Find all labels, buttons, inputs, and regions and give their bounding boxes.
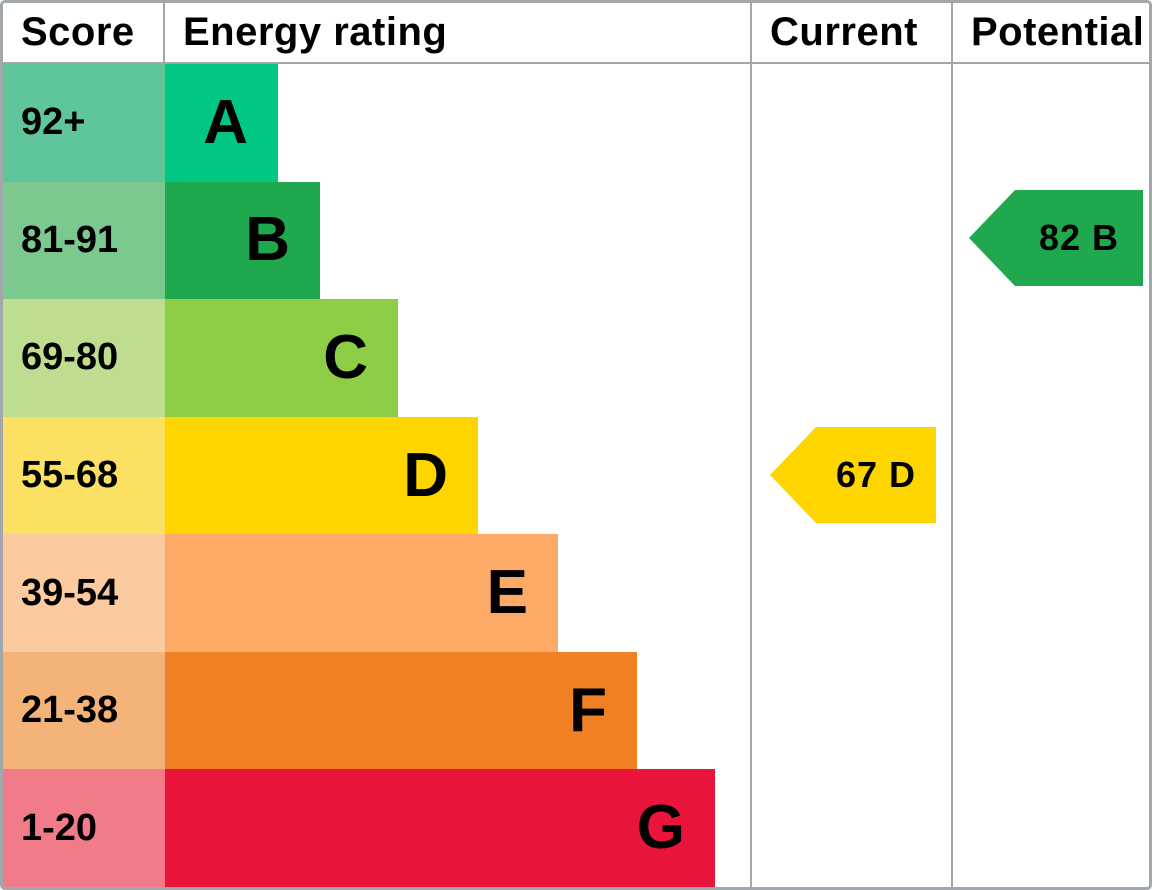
band-bar-d: D bbox=[165, 416, 478, 535]
header-score: Score bbox=[3, 3, 165, 62]
band-row-b: 81-91 B bbox=[3, 181, 1149, 300]
chart-body: 92+ A 81-91 B 69-80 C 55-68 D 39-54 bbox=[3, 64, 1149, 887]
band-letter-g: G bbox=[636, 793, 685, 863]
band-letter-b: B bbox=[245, 205, 290, 275]
current-rating-arrow: 67 D bbox=[770, 427, 936, 523]
band-row-d: 55-68 D bbox=[3, 416, 1149, 535]
score-range-b: 81-91 bbox=[3, 181, 165, 300]
divider-current-column bbox=[750, 64, 752, 887]
band-row-a: 92+ A bbox=[3, 64, 1149, 182]
header-row: Score Energy rating Current Potential bbox=[3, 3, 1149, 64]
left-arrow-shape bbox=[770, 427, 936, 523]
header-potential: Potential bbox=[971, 10, 1145, 54]
band-bar-g: G bbox=[165, 769, 715, 887]
band-bar-b: B bbox=[165, 181, 320, 300]
score-range-c: 69-80 bbox=[3, 299, 165, 417]
header-current: Current bbox=[752, 3, 953, 62]
potential-rating-arrow: 82 B bbox=[969, 190, 1143, 286]
score-range-f: 21-38 bbox=[3, 651, 165, 770]
score-range-d: 55-68 bbox=[3, 416, 165, 535]
band-letter-c: C bbox=[323, 322, 368, 392]
band-row-f: 21-38 F bbox=[3, 651, 1149, 770]
band-letter-f: F bbox=[569, 675, 607, 745]
potential-rating-label: 82 B bbox=[1038, 217, 1120, 258]
score-range-e: 39-54 bbox=[3, 534, 165, 652]
band-letter-e: E bbox=[486, 558, 528, 628]
band-bar-c: C bbox=[165, 299, 398, 417]
band-row-e: 39-54 E bbox=[3, 534, 1149, 652]
header-energy-rating: Energy rating bbox=[165, 3, 752, 62]
score-range-g: 1-20 bbox=[3, 769, 165, 887]
band-letter-a: A bbox=[203, 87, 248, 157]
left-arrow-shape bbox=[969, 190, 1143, 286]
score-range-a: 92+ bbox=[3, 64, 165, 182]
band-bar-a: A bbox=[165, 64, 278, 182]
divider-potential-column bbox=[951, 64, 953, 887]
band-bar-e: E bbox=[165, 534, 558, 652]
current-rating-label: 67 D bbox=[835, 454, 917, 495]
band-row-c: 69-80 C bbox=[3, 299, 1149, 417]
band-letter-d: D bbox=[403, 440, 448, 510]
band-row-g: 1-20 G bbox=[3, 769, 1149, 887]
band-bar-f: F bbox=[165, 651, 637, 770]
